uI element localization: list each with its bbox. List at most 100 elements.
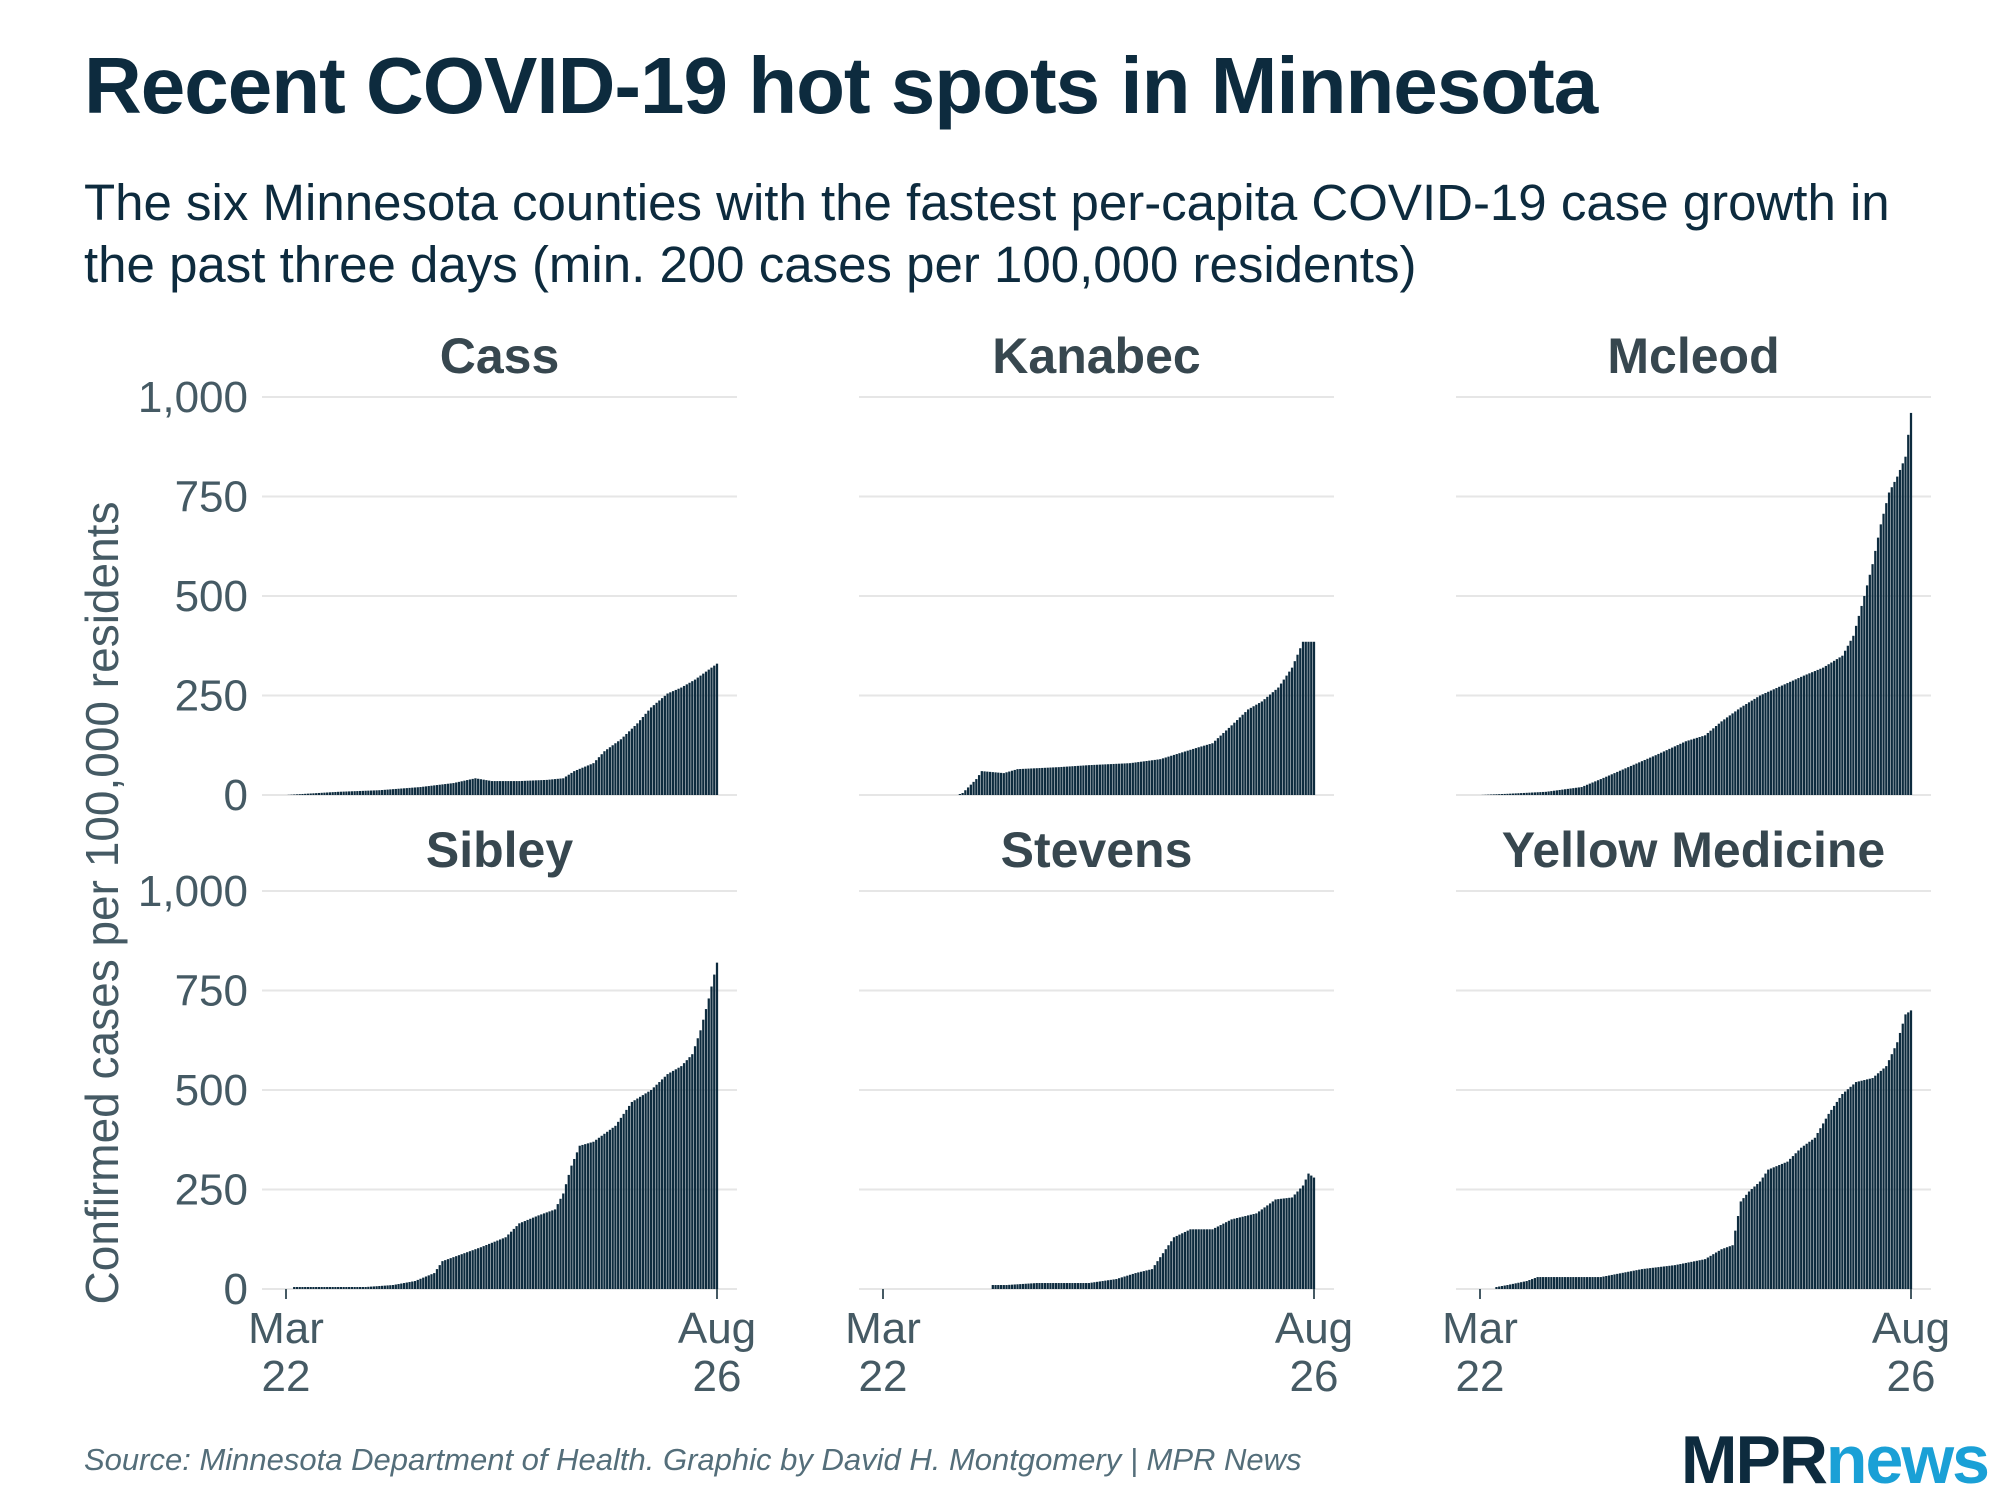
bar [1301, 1185, 1305, 1289]
bar [1233, 722, 1236, 795]
bar [1279, 683, 1283, 795]
bar [477, 778, 480, 795]
bar [1203, 1229, 1206, 1289]
bar [501, 1238, 504, 1289]
bar [1310, 641, 1313, 795]
bar [1495, 794, 1498, 795]
bar [1216, 1226, 1220, 1289]
bar [1898, 469, 1902, 795]
bar [685, 1060, 688, 1289]
bar [611, 745, 614, 795]
bar [405, 1282, 408, 1289]
bar [496, 781, 499, 795]
bar [452, 1257, 455, 1289]
bar [1137, 762, 1140, 795]
bar [1542, 791, 1545, 795]
bar [1758, 1181, 1762, 1289]
bar [523, 1221, 526, 1289]
bar [1531, 792, 1534, 795]
bar [1709, 730, 1712, 795]
bar [1260, 701, 1263, 795]
bar [1794, 1153, 1797, 1289]
bar [1233, 1218, 1236, 1289]
bar [1514, 793, 1517, 795]
bar [1786, 1161, 1789, 1289]
bar [1747, 1191, 1751, 1289]
bar [696, 677, 699, 795]
bar [1222, 733, 1225, 795]
bar [356, 1287, 359, 1289]
bar [1671, 1265, 1674, 1289]
bar [699, 675, 702, 795]
bar [1679, 1264, 1682, 1289]
bar [663, 1076, 666, 1289]
bar [994, 772, 997, 795]
bar [1769, 690, 1773, 795]
bar [1008, 771, 1011, 795]
bar [1503, 793, 1506, 795]
y-tick-label: 0 [224, 1265, 248, 1314]
bar [633, 726, 636, 795]
bar [1547, 791, 1550, 795]
bar [301, 793, 304, 795]
bar [1085, 765, 1088, 795]
bar [328, 792, 332, 795]
bar [1120, 763, 1123, 795]
bar [444, 1260, 447, 1289]
bar [545, 779, 548, 795]
bar [1854, 625, 1858, 795]
bar [581, 767, 584, 795]
bar [710, 667, 713, 795]
bar [306, 793, 310, 795]
logo-news-text: news [1825, 1422, 1990, 1498]
bar [570, 1165, 573, 1289]
bar [482, 779, 485, 795]
bar [1197, 747, 1200, 795]
bar [1203, 745, 1206, 795]
bar [553, 779, 557, 795]
bar [1893, 1048, 1896, 1289]
bar [702, 1019, 705, 1289]
bar [595, 1139, 598, 1289]
bar [1654, 1267, 1657, 1289]
bar [534, 1216, 537, 1289]
bar [564, 1184, 568, 1289]
bar [435, 1269, 439, 1289]
bar [1544, 791, 1548, 795]
bar [1679, 743, 1682, 795]
bar [1528, 1280, 1531, 1289]
bar [1547, 1277, 1550, 1289]
bar [1150, 1269, 1154, 1289]
bar [468, 779, 472, 795]
bar [1909, 412, 1913, 795]
bar [482, 1246, 485, 1289]
bar [1010, 1284, 1014, 1289]
bar [1660, 1266, 1663, 1289]
bar [562, 778, 565, 795]
bar [1712, 728, 1715, 795]
bar [986, 771, 989, 795]
bar [688, 682, 691, 795]
bar [372, 1286, 375, 1289]
bar [1717, 723, 1720, 795]
bar [1085, 1283, 1088, 1289]
x-tick-label-day: 26 [1887, 1352, 1936, 1401]
bar [1288, 671, 1291, 795]
bar [1585, 1277, 1589, 1289]
bar [1175, 754, 1178, 795]
bar [1134, 1273, 1137, 1289]
bar [378, 1286, 381, 1289]
bar [515, 1226, 518, 1289]
bar [1621, 1272, 1624, 1289]
bar [1266, 1205, 1269, 1289]
y-tick-label: 1,000 [138, 867, 248, 916]
bar [1767, 1169, 1770, 1289]
bar [345, 791, 348, 795]
bar [540, 780, 543, 795]
bar [1563, 789, 1567, 795]
bar [625, 733, 628, 795]
bar [600, 1135, 603, 1289]
bar [1027, 1283, 1030, 1289]
bar [1800, 1147, 1803, 1289]
